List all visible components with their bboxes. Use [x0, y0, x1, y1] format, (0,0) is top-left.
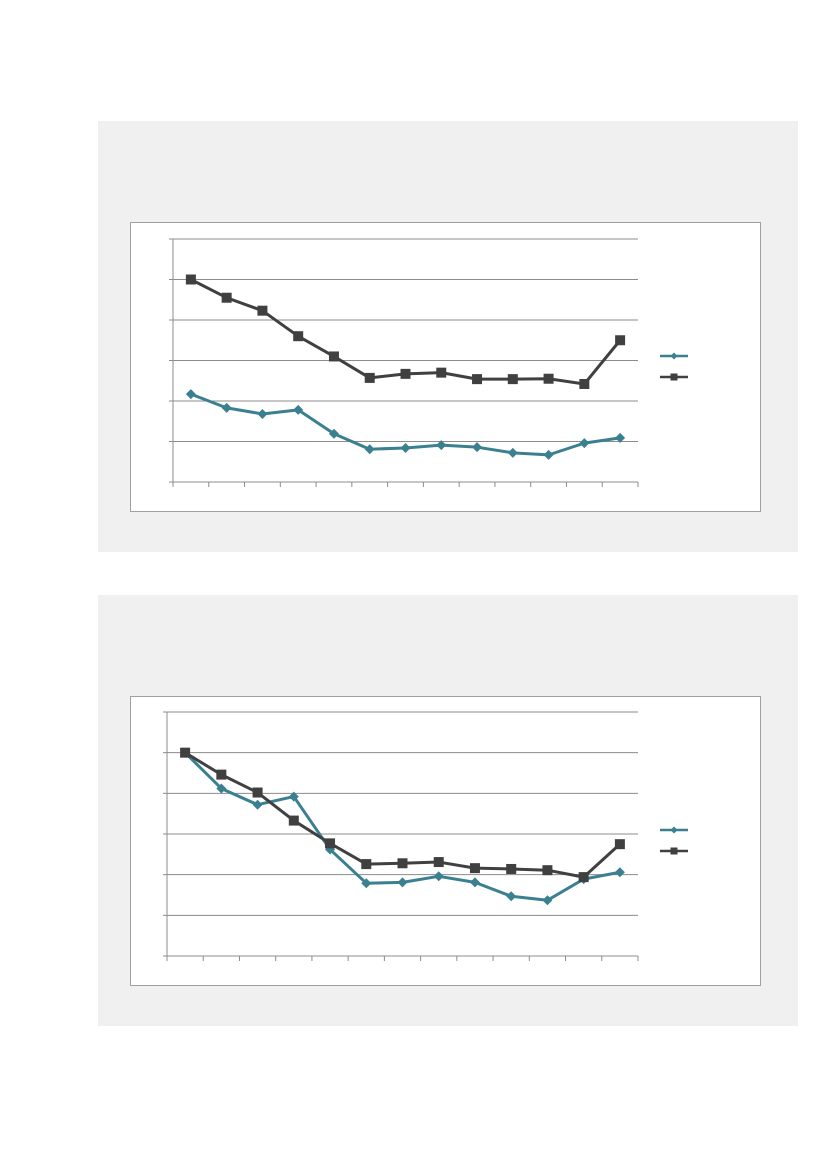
marker: [507, 374, 518, 385]
marker: [361, 859, 372, 870]
marker: [506, 863, 517, 874]
marker: [436, 440, 447, 451]
marker: [472, 374, 483, 385]
marker: [578, 872, 589, 883]
marker: [400, 368, 411, 379]
marker: [216, 769, 227, 780]
marker: [293, 404, 304, 415]
marker: [506, 891, 517, 902]
marker: [579, 378, 590, 389]
marker: [180, 747, 191, 758]
marker: [328, 351, 339, 362]
marker: [433, 857, 444, 868]
legend-marker: [670, 826, 678, 834]
marker: [579, 438, 590, 449]
marker: [400, 442, 411, 453]
marker: [472, 442, 483, 453]
marker: [615, 335, 626, 346]
chart-frame: [130, 696, 761, 986]
marker: [436, 367, 447, 378]
marker: [615, 432, 626, 443]
marker: [361, 878, 372, 889]
marker: [469, 863, 480, 874]
marker: [216, 783, 227, 794]
marker: [433, 871, 444, 882]
chart-frame: [130, 222, 761, 512]
marker: [221, 292, 232, 303]
marker: [397, 877, 408, 888]
marker: [397, 858, 408, 869]
marker: [542, 895, 553, 906]
marker: [614, 867, 625, 878]
legend-marker: [670, 352, 678, 360]
marker: [293, 331, 304, 342]
marker: [325, 838, 336, 849]
marker: [257, 408, 268, 419]
marker: [328, 428, 339, 439]
marker: [364, 372, 375, 383]
legend-marker: [670, 373, 678, 381]
marker: [257, 305, 268, 316]
marker: [543, 373, 554, 384]
marker: [507, 447, 518, 458]
marker: [614, 839, 625, 850]
marker: [185, 274, 196, 285]
marker: [221, 402, 232, 413]
marker: [469, 877, 480, 888]
marker: [288, 815, 299, 826]
legend-marker: [670, 847, 678, 855]
marker: [543, 449, 554, 460]
marker: [364, 444, 375, 455]
marker: [185, 389, 196, 400]
marker: [542, 865, 553, 876]
marker: [288, 791, 299, 802]
marker: [252, 787, 263, 798]
marker: [252, 799, 263, 810]
